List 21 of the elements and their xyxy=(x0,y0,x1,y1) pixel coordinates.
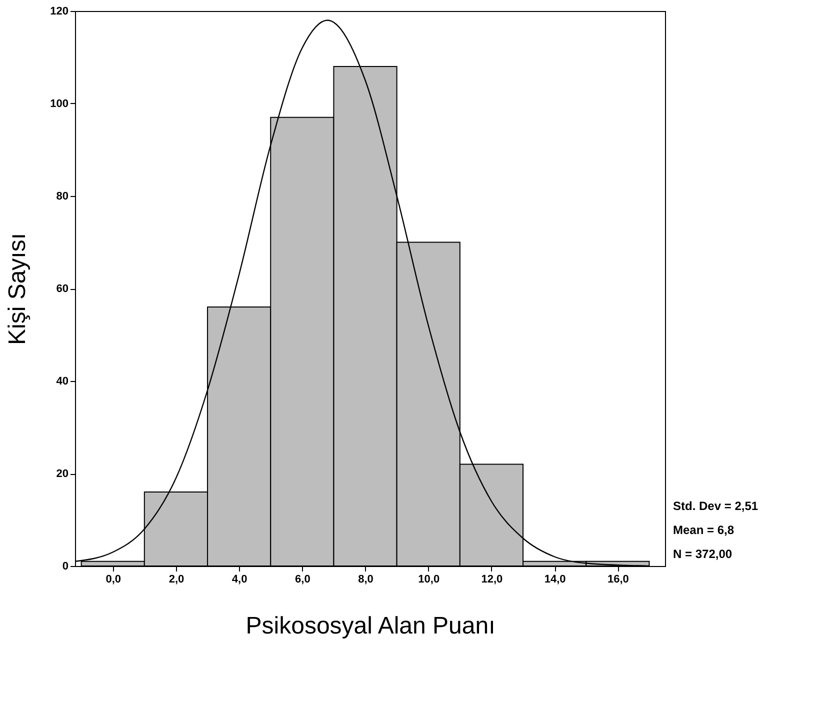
text: Std. Dev = 2,51 xyxy=(673,499,758,513)
y-tick-label: 80 xyxy=(56,190,68,202)
y-axis-title: Kişi Sayısı xyxy=(4,232,32,346)
x-tick-label: 6,0 xyxy=(295,574,310,586)
x-tick-label: 16,0 xyxy=(607,574,629,586)
x-tick-label: 2,0 xyxy=(168,574,184,586)
y-tick-label: 20 xyxy=(56,468,68,480)
y-tick-label: 100 xyxy=(50,98,68,110)
text: Mean = 6,8 xyxy=(673,523,734,537)
x-tick-label: 4,0 xyxy=(232,574,248,586)
text: N = 372,00 xyxy=(673,547,732,561)
y-tick-label: 120 xyxy=(50,6,68,18)
x-tick-label: 14,0 xyxy=(544,574,566,586)
y-tick-label: 0 xyxy=(62,560,68,572)
x-tick-label: 0,0 xyxy=(106,574,122,586)
y-tick-label: 60 xyxy=(56,283,68,295)
x-axis-title: Psikososyal Alan Puanı xyxy=(246,612,496,640)
x-tick-label: 8,0 xyxy=(358,574,374,586)
x-tick-label: 10,0 xyxy=(418,574,440,586)
y-tick-label: 40 xyxy=(56,376,68,388)
x-tick-label: 12,0 xyxy=(481,574,503,586)
